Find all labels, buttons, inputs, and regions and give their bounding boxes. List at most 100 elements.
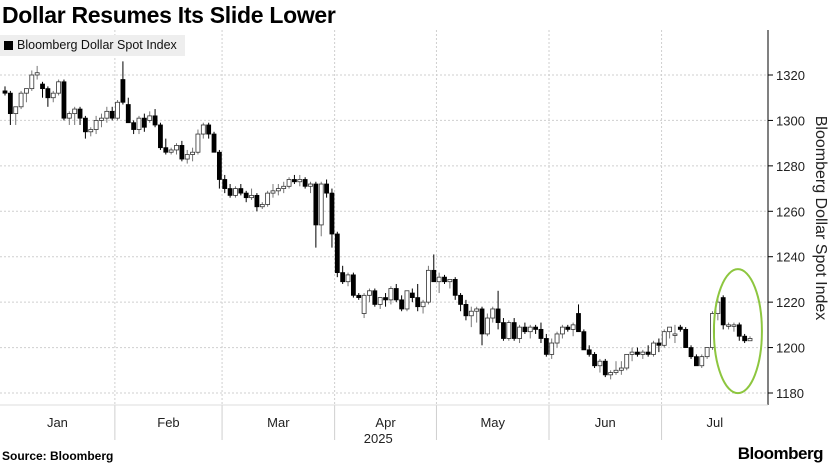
y-tick-label: 1240 (776, 250, 805, 265)
candle-down (538, 328, 544, 339)
candle-down (211, 133, 217, 153)
candle-up (667, 326, 673, 333)
candle-up (506, 322, 512, 339)
candle-up (672, 333, 678, 336)
candle-up (704, 347, 710, 358)
candle-up (147, 115, 153, 121)
candle-down (635, 351, 640, 355)
candle-down (581, 331, 587, 351)
candle-down (511, 322, 517, 339)
candle-up (115, 101, 120, 119)
candle-up (490, 308, 496, 319)
candle-down (109, 110, 115, 119)
candle-up (50, 92, 56, 99)
candle-down (45, 88, 51, 99)
candle-down (302, 179, 308, 187)
candle-up (726, 324, 731, 327)
candle-down (543, 338, 549, 355)
candle-up (308, 183, 313, 187)
y-tick-label: 1220 (776, 295, 805, 310)
candle-down (383, 297, 388, 301)
candle-down (152, 115, 158, 126)
candle-up (549, 342, 555, 355)
candle-down (694, 356, 699, 367)
candle-up (168, 149, 174, 153)
candle-up (747, 338, 753, 342)
candle-down (409, 292, 415, 298)
candle-down (7, 92, 13, 115)
candle-down (458, 294, 463, 305)
y-tick-label: 1320 (776, 68, 805, 83)
candle-up (72, 108, 78, 115)
candle-up (34, 72, 40, 76)
candle-up (554, 333, 560, 344)
candle-down (645, 351, 651, 355)
candle-down (125, 104, 131, 124)
candle-up (24, 88, 29, 94)
candle-down (742, 335, 748, 342)
candle-down (222, 179, 228, 189)
y-tick-label: 1300 (776, 113, 805, 128)
candle-up (436, 276, 442, 283)
x-tick-label: Jun (595, 415, 616, 430)
candle-down (576, 313, 581, 333)
x-tick-label: Jan (47, 415, 68, 430)
candle-up (404, 290, 410, 310)
candle-down (120, 79, 126, 103)
candle-up (136, 117, 142, 130)
candle-up (388, 288, 394, 301)
candle-up (361, 294, 367, 314)
candle-down (677, 326, 683, 330)
source-note: Source: Bloomberg (2, 449, 114, 463)
candle-down (495, 308, 501, 323)
candle-up (468, 310, 474, 317)
candle-up (426, 269, 431, 303)
candle-up (420, 301, 426, 308)
candle-down (586, 349, 592, 355)
candle-down (431, 269, 437, 283)
legend-swatch (4, 40, 13, 50)
candle-up (233, 188, 238, 196)
candle-down (688, 347, 694, 358)
candle-down (243, 192, 249, 199)
candle-down (415, 297, 421, 308)
x-tick-label: Jul (706, 415, 723, 430)
candle-up (570, 324, 576, 330)
candle-up (474, 308, 480, 312)
candle-up (345, 274, 351, 283)
candle-down (463, 304, 469, 317)
candle-down (565, 326, 571, 330)
candle-down (324, 183, 329, 194)
candle-down (501, 322, 506, 339)
candle-up (527, 326, 533, 333)
candle-up (259, 204, 265, 208)
candle-up (651, 342, 656, 355)
candle-down (77, 108, 83, 119)
candle-down (720, 297, 726, 326)
candle-up (275, 188, 281, 192)
candle-up (597, 360, 603, 367)
candle-up (618, 367, 624, 371)
candle-down (131, 122, 137, 130)
candle-up (99, 117, 104, 121)
candle-down (334, 233, 340, 274)
candle-up (297, 179, 303, 183)
x-tick-label: Apr (375, 415, 396, 430)
candle-up (29, 74, 35, 90)
y-axis-label: Bloomberg Dollar Spot Index (812, 116, 829, 321)
candle-up (281, 185, 287, 189)
candle-up (265, 192, 271, 205)
candle-up (56, 81, 61, 94)
candle-up (367, 290, 372, 296)
candle-down (179, 145, 185, 160)
candle-down (254, 194, 260, 208)
candle-up (318, 183, 324, 226)
candle-up (13, 106, 19, 115)
candle-up (18, 92, 24, 108)
candle-down (238, 188, 244, 194)
candle-up (270, 190, 276, 194)
candle-down (372, 290, 378, 305)
candle-up (484, 317, 490, 335)
candle-up (731, 324, 737, 327)
candle-up (88, 129, 94, 133)
